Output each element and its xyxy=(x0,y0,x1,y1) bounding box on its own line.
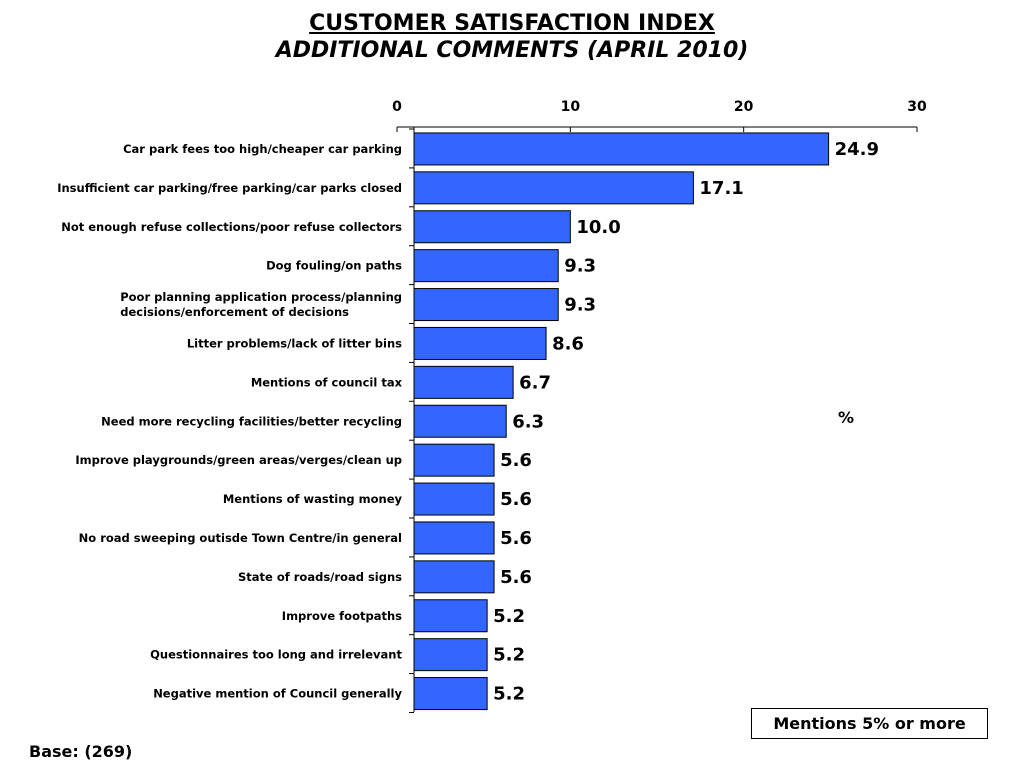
category-label: Negative mention of Council generally xyxy=(153,687,402,701)
bar xyxy=(413,210,571,244)
category-label: Mentions of council tax xyxy=(251,375,403,389)
x-tick-label: 30 xyxy=(907,99,927,115)
data-label: 6.7 xyxy=(519,372,551,393)
mentions-note-box: Mentions 5% or more xyxy=(751,708,988,739)
bar xyxy=(413,171,694,205)
category-label: State of roads/road signs xyxy=(238,570,402,584)
bar xyxy=(413,599,488,633)
bar xyxy=(413,638,488,672)
data-label: 9.3 xyxy=(564,295,596,316)
data-label: 5.2 xyxy=(493,684,525,705)
data-label: 24.9 xyxy=(835,139,879,160)
category-label: Poor planning application process/planni… xyxy=(120,290,402,319)
data-label: 8.6 xyxy=(552,333,584,354)
category-label: Not enough refuse collections/poor refus… xyxy=(61,220,402,234)
category-label: Insufficient car parking/free parking/ca… xyxy=(57,181,402,195)
data-label: 10.0 xyxy=(576,217,620,238)
data-label: 5.6 xyxy=(500,528,532,549)
data-label: 5.6 xyxy=(500,567,532,588)
category-label: Dog fouling/on paths xyxy=(266,259,402,273)
bar xyxy=(413,443,495,477)
category-label: Questionnaires too long and irrelevant xyxy=(150,648,402,662)
bar xyxy=(413,132,830,166)
category-label: Need more recycling facilities/better re… xyxy=(101,414,402,428)
x-tick-label: 0 xyxy=(392,99,402,115)
bar xyxy=(413,365,514,399)
data-label: 5.2 xyxy=(493,645,525,666)
category-label: Improve playgrounds/green areas/verges/c… xyxy=(75,453,402,467)
bar xyxy=(413,677,488,711)
category-label: Car park fees too high/cheaper car parki… xyxy=(123,142,402,156)
category-label: Litter problems/lack of litter bins xyxy=(187,336,402,350)
x-tick-label: 20 xyxy=(734,99,754,115)
bar xyxy=(413,560,495,594)
data-label: 5.2 xyxy=(493,606,525,627)
base-label: Base: (269) xyxy=(29,742,133,761)
bar xyxy=(413,482,495,516)
x-tick-label: 10 xyxy=(561,99,581,115)
chart-title-block: CUSTOMER SATISFACTION INDEX ADDITIONAL C… xyxy=(0,10,1024,64)
data-label: 5.6 xyxy=(500,450,532,471)
data-label: 6.3 xyxy=(512,411,544,432)
unit-label: % xyxy=(838,408,855,427)
category-label: Improve footpaths xyxy=(282,609,402,623)
bar xyxy=(413,288,559,322)
chart-subtitle: ADDITIONAL COMMENTS (APRIL 2010) xyxy=(275,38,749,63)
category-label: No road sweeping outisde Town Centre/in … xyxy=(79,531,402,545)
chart-title: CUSTOMER SATISFACTION INDEX xyxy=(309,11,715,36)
category-label: Mentions of wasting money xyxy=(223,492,403,506)
data-label: 9.3 xyxy=(564,256,596,277)
bar xyxy=(413,404,507,438)
bar xyxy=(413,249,559,283)
bar xyxy=(413,326,547,360)
data-label: 17.1 xyxy=(699,178,743,199)
bar xyxy=(413,521,495,555)
data-label: 5.6 xyxy=(500,489,532,510)
